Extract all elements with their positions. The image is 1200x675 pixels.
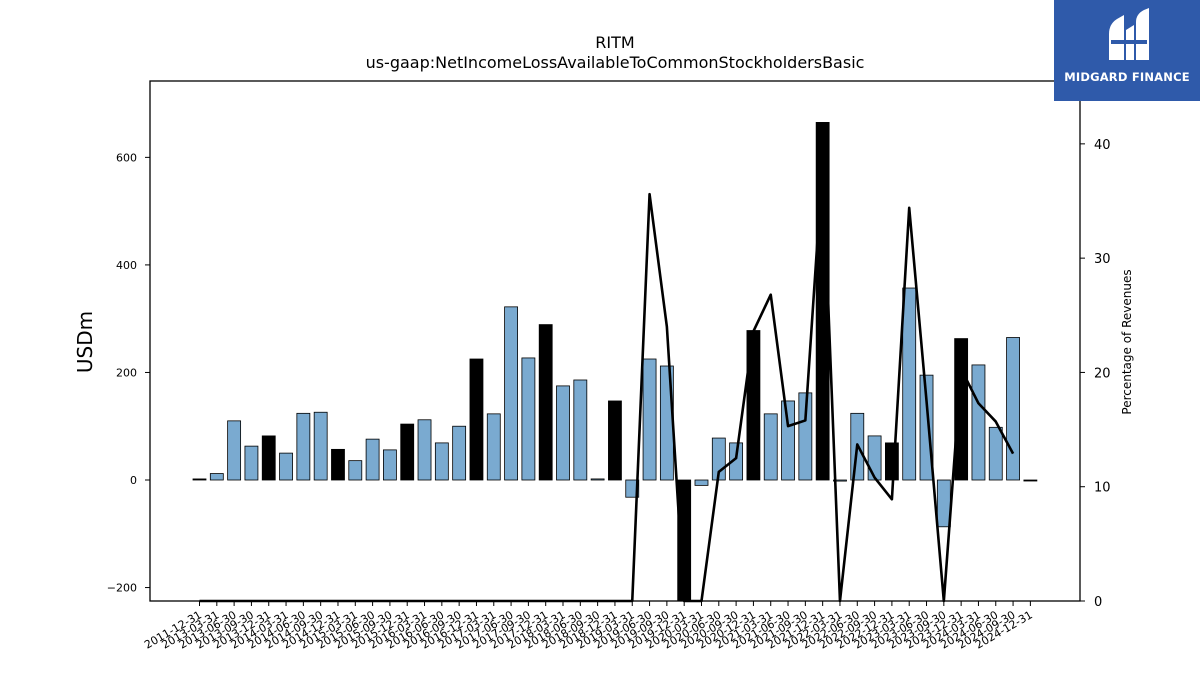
bar-2017-09-30: [521, 357, 536, 481]
bar-2014-12-31: [331, 448, 345, 481]
logo-text: MIDGARD FINANCE: [1064, 70, 1190, 84]
plot-frame: [149, 80, 1081, 602]
bar-2021-06-30: [781, 400, 795, 481]
bar-2024-03-31: [971, 364, 986, 481]
bar-2015-12-31: [400, 423, 415, 481]
bar-2015-03-31: [348, 460, 363, 481]
y-tick-label: 200: [116, 366, 137, 379]
y2-tick-label: 20: [1094, 366, 1111, 381]
bar-2023-12-31: [954, 338, 969, 481]
bar-2021-09-30: [798, 392, 813, 481]
bar-2015-06-30: [365, 438, 380, 481]
bar-2014-06-30: [296, 412, 311, 481]
y2-tick-label: 10: [1094, 481, 1111, 496]
bar-2018-03-31: [556, 385, 570, 481]
percentage-line: [199, 161, 1015, 603]
chart-title: RITM: [595, 33, 634, 52]
bar-2014-03-31: [279, 452, 293, 481]
bar-2018-06-30: [573, 379, 588, 481]
bar-2022-09-30: [867, 435, 882, 481]
bar-2017-03-31: [486, 413, 501, 481]
bar-2014-09-30: [313, 411, 328, 481]
y-tick-label: 600: [116, 151, 137, 164]
bar-2023-03-31: [902, 287, 917, 481]
bar-2020-09-30: [729, 442, 744, 481]
percentage-line-group: [199, 161, 1015, 603]
bar-2013-09-30: [244, 445, 259, 481]
logo-badge: MIDGARD FINANCE: [1054, 0, 1200, 101]
bar-2018-09-30: [590, 478, 605, 481]
y2-tick-label: 30: [1094, 252, 1111, 267]
y-tick-label: 0: [130, 474, 137, 487]
bar-2017-06-30: [504, 306, 518, 481]
bar-2015-09-30: [383, 449, 397, 481]
y2-axis-label: Percentage of Revenues: [1120, 269, 1134, 414]
y-tick-label: −200: [107, 582, 137, 595]
bar-2016-09-30: [452, 425, 467, 481]
bar-2020-12-31: [746, 330, 761, 481]
bar-2019-03-31: [625, 479, 640, 498]
y2-tick-label: 0: [1094, 595, 1102, 610]
bar-2022-03-31: [833, 479, 847, 482]
bar-2020-03-31: [694, 479, 709, 486]
bar-2013-03-31: [209, 473, 224, 481]
bar-2013-12-31: [261, 435, 276, 481]
midgard-logo-icon: [1109, 8, 1149, 60]
bars-group: [192, 122, 1038, 602]
axes-group: −20002004006000102030402011-12-312013-03…: [107, 138, 1111, 652]
bar-2018-12-31: [608, 400, 622, 481]
y-axis-label: USDm: [73, 311, 97, 373]
bar-2016-12-31: [469, 358, 484, 481]
bar-2023-06-30: [919, 374, 934, 481]
bar-2021-03-31: [763, 413, 778, 481]
bar-2024-12-31: [1023, 479, 1038, 482]
y-tick-label: 400: [116, 259, 137, 272]
bar-2024-09-30: [1006, 337, 1020, 481]
bar-2024-06-30: [988, 426, 1003, 481]
bar-2017-12-31: [538, 324, 553, 481]
bar-2013-06-30: [227, 420, 242, 481]
bar-2019-06-30: [642, 358, 657, 481]
bar-2022-12-31: [885, 442, 899, 481]
bar-2016-03-31: [417, 419, 432, 481]
bar-2016-06-30: [434, 442, 449, 481]
bar-2023-09-30: [936, 479, 951, 528]
chart-subtitle: us-gaap:NetIncomeLossAvailableToCommonSt…: [366, 53, 865, 72]
y2-tick-label: 40: [1094, 138, 1111, 153]
bar-2011-12-31: [192, 478, 207, 481]
